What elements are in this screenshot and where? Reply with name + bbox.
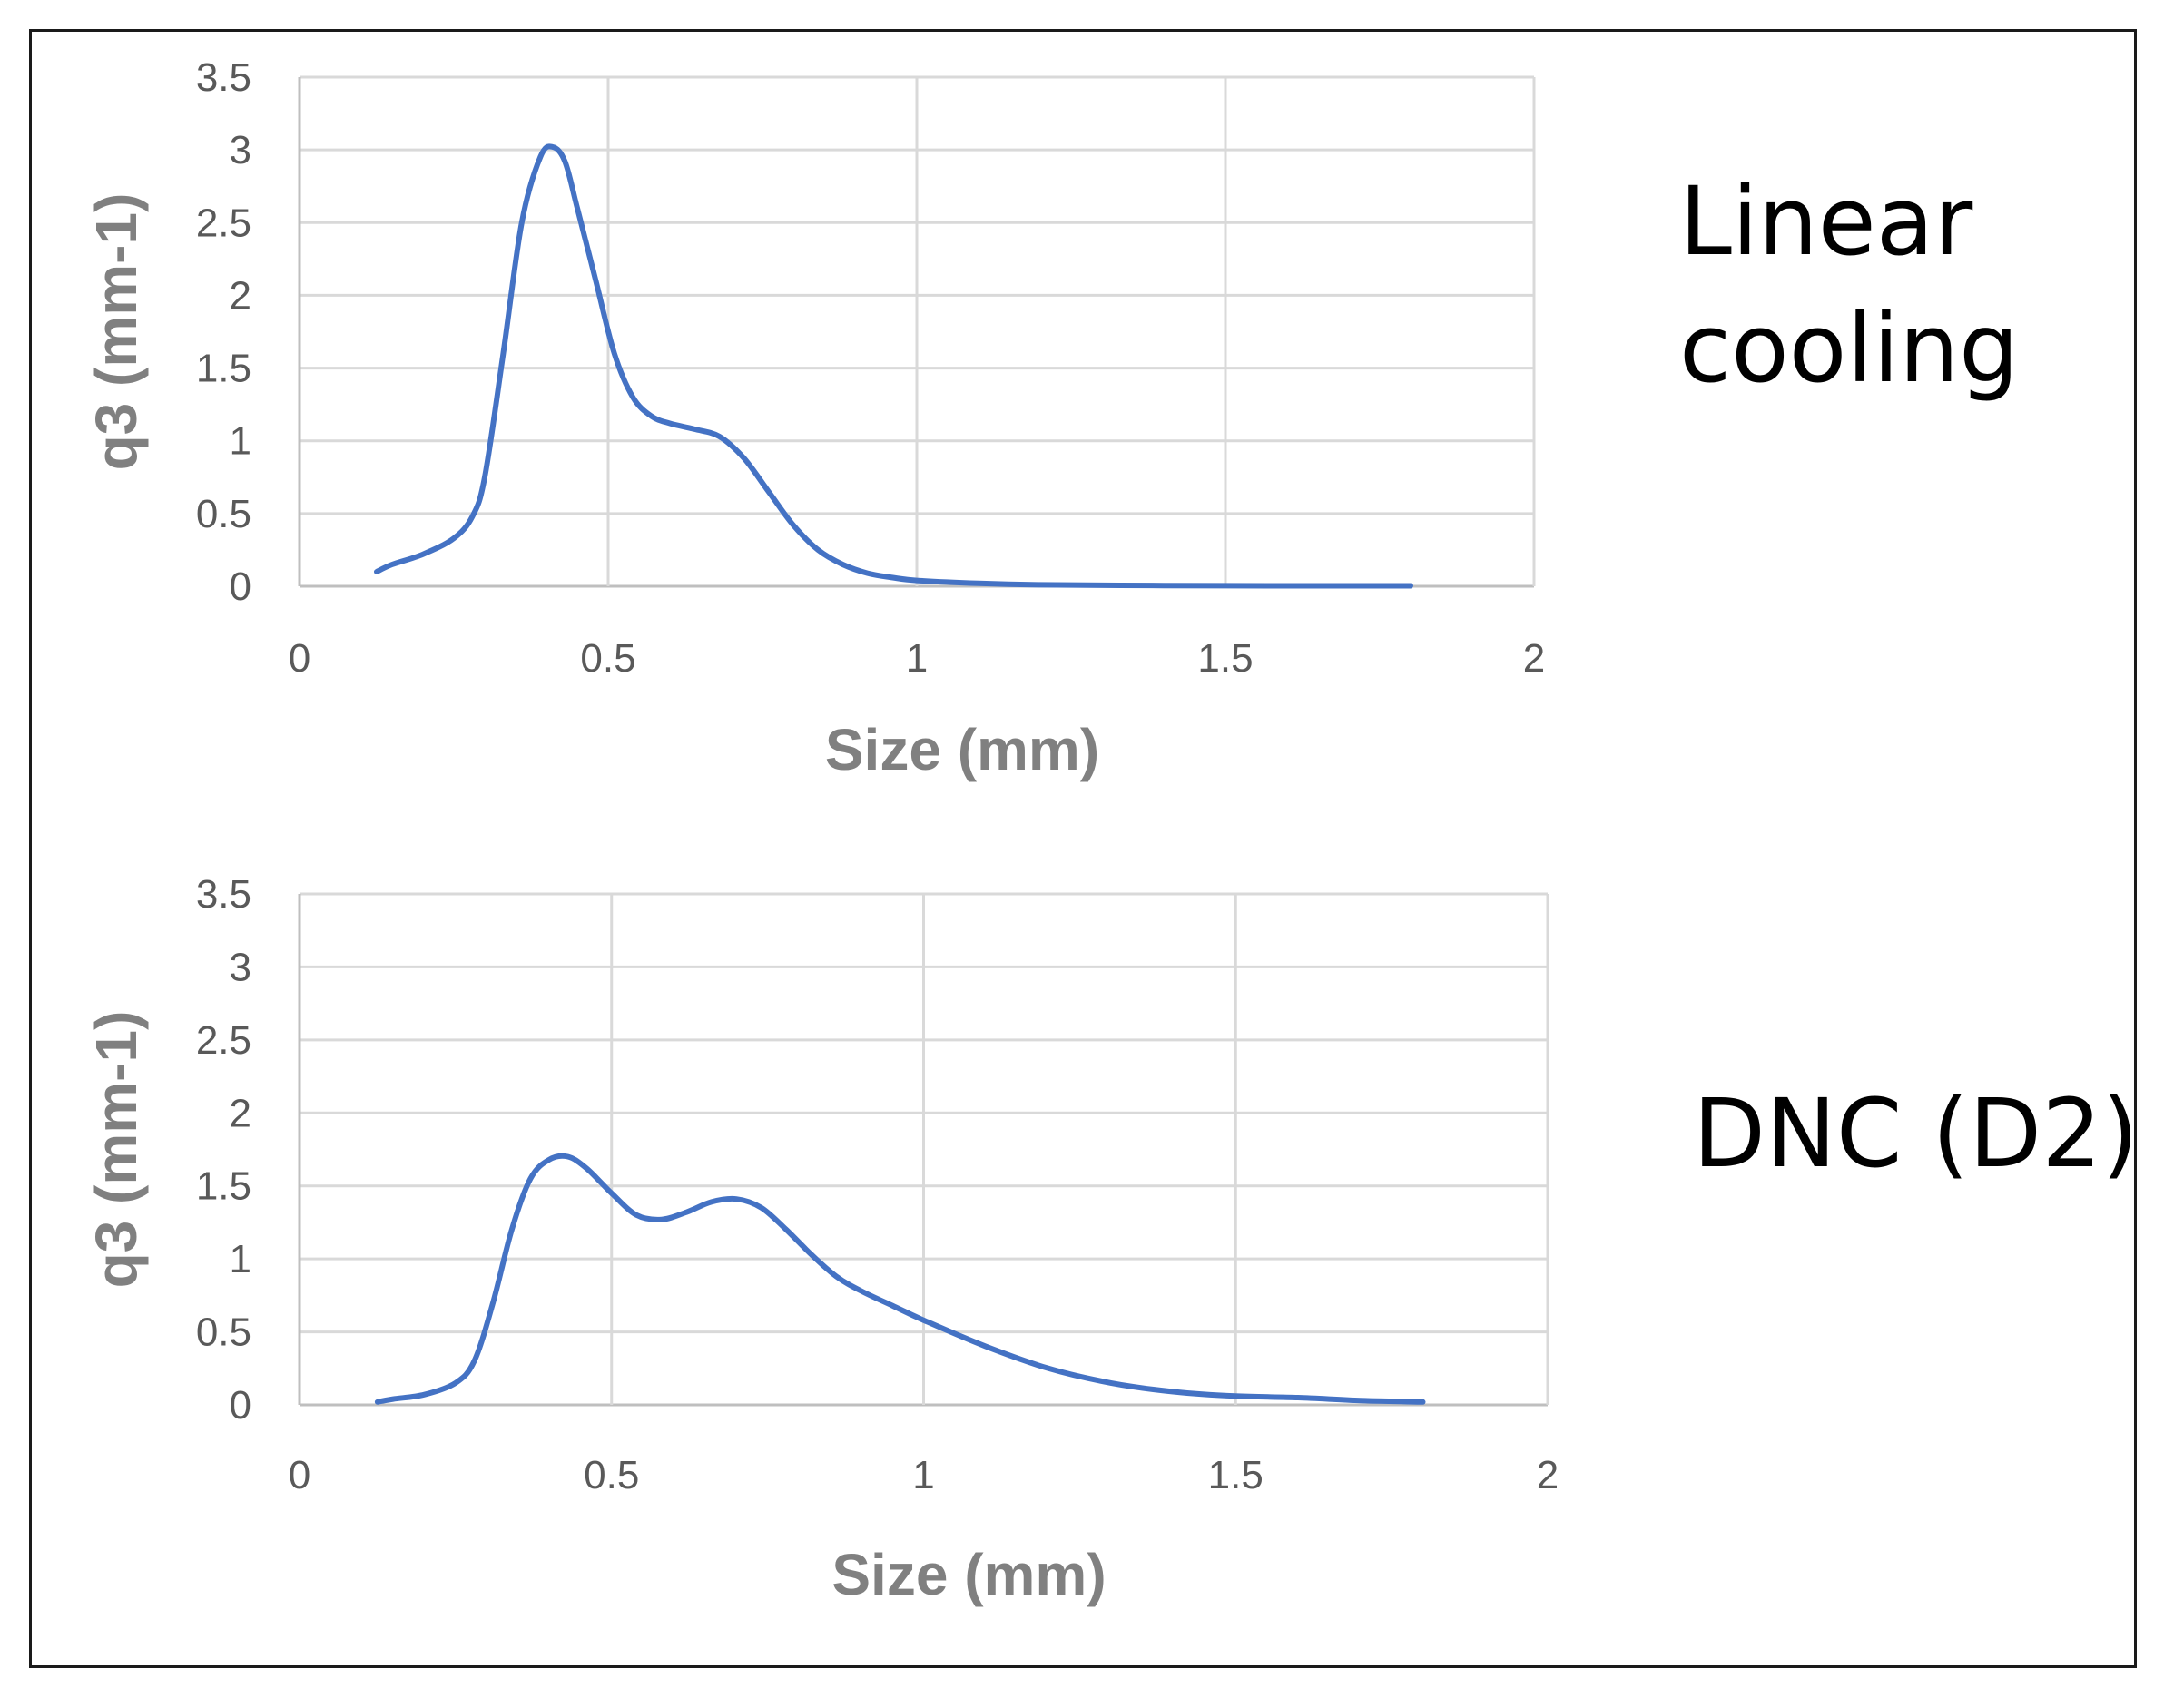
y-tick-label: 2.5 bbox=[196, 201, 251, 245]
x-tick-label: 0 bbox=[289, 1453, 310, 1497]
y-tick-label: 0.5 bbox=[196, 492, 251, 536]
series-line bbox=[374, 143, 1413, 589]
y-tick-label: 0 bbox=[230, 1383, 251, 1428]
x-axis-title: Size (mm) bbox=[825, 717, 1099, 782]
y-axis-title: q3 (mm-1) bbox=[84, 1011, 149, 1289]
chart-dnc-d2: 0 0.5 1 1.5 2 2.5 3 3.5 0 0.5 1 1.5 2 Size (mm) q3 (mm… bbox=[84, 872, 2139, 1607]
y-tick-label: 1.5 bbox=[196, 1164, 251, 1209]
y-tick-label: 3 bbox=[230, 128, 251, 172]
x-tick-label: 2 bbox=[1537, 1453, 1559, 1497]
y-tick-label: 1 bbox=[230, 1237, 251, 1281]
side-label: DNC (D2) bbox=[1693, 1078, 2139, 1189]
y-axis-title: q3 (mm-1) bbox=[84, 193, 149, 471]
y-tick-label: 2 bbox=[230, 273, 251, 318]
series-line bbox=[374, 1153, 1426, 1405]
x-tick-label: 1 bbox=[906, 636, 928, 681]
y-tick-label: 2.5 bbox=[196, 1018, 251, 1063]
y-tick-label: 0 bbox=[230, 564, 251, 609]
side-label: cooling bbox=[1679, 293, 2019, 404]
x-tick-label: 1.5 bbox=[1197, 636, 1253, 681]
x-tick-label: 2 bbox=[1523, 636, 1545, 681]
side-label: Linear bbox=[1679, 166, 1972, 277]
x-axis-title: Size (mm) bbox=[831, 1542, 1106, 1607]
y-tick-label: 3.5 bbox=[196, 872, 251, 917]
y-tick-label: 3.5 bbox=[196, 55, 251, 100]
chart-linear-cooling: 0 0.5 1 1.5 2 2.5 3 3.5 0 0.5 1 1.5 2 Size (mm) q3 (mm… bbox=[84, 55, 2019, 782]
y-tick-label: 0.5 bbox=[196, 1310, 251, 1355]
x-tick-label: 1 bbox=[912, 1453, 934, 1497]
x-tick-label: 0 bbox=[289, 636, 310, 681]
x-tick-label: 1.5 bbox=[1208, 1453, 1264, 1497]
figure-frame bbox=[29, 29, 2137, 1668]
x-tick-label: 0.5 bbox=[584, 1453, 639, 1497]
y-tick-label: 1 bbox=[230, 419, 251, 464]
y-tick-label: 3 bbox=[230, 945, 251, 989]
y-tick-label: 1.5 bbox=[196, 347, 251, 391]
y-tick-label: 2 bbox=[230, 1091, 251, 1135]
x-tick-label: 0.5 bbox=[580, 636, 635, 681]
